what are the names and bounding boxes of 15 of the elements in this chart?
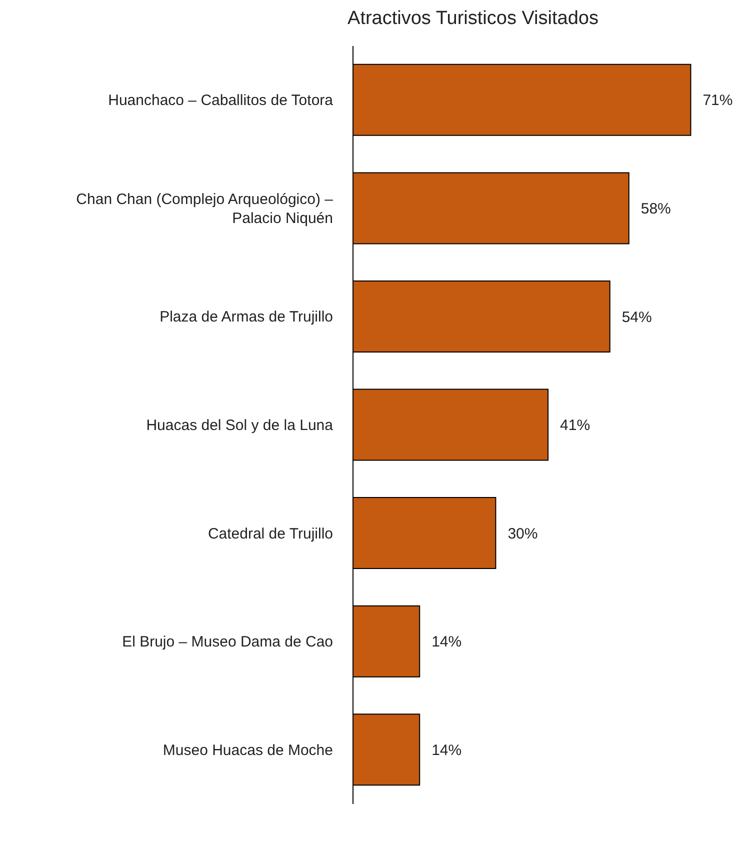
data-label: 14% (432, 634, 462, 651)
y-tick-label: Museo Huacas de Moche (162, 741, 333, 758)
y-tick-label: Plaza de Armas de Trujillo (160, 308, 333, 326)
data-label: 71% (702, 92, 733, 110)
data-label: 58% (640, 200, 671, 218)
data-label: 14% (432, 742, 462, 759)
y-tick-label: Chan Chan (Complejo Arqueológico) – Palacio Niquén (76, 190, 334, 226)
data-label: 30% (508, 525, 538, 542)
data-label: 41% (560, 417, 590, 434)
y-tick-label: Huanchaco – Caballitos de Totora (108, 92, 334, 109)
y-tick-label: Catedral de Trujillo (208, 524, 333, 542)
chart-title: Atractivos Turisticos Visitados (346, 8, 600, 30)
y-tick-label: El Brujo – Museo Dama de Cao (122, 633, 333, 650)
y-tick-label: Huacas del Sol y de la Luna (146, 416, 334, 434)
data-label: 54% (622, 308, 652, 326)
